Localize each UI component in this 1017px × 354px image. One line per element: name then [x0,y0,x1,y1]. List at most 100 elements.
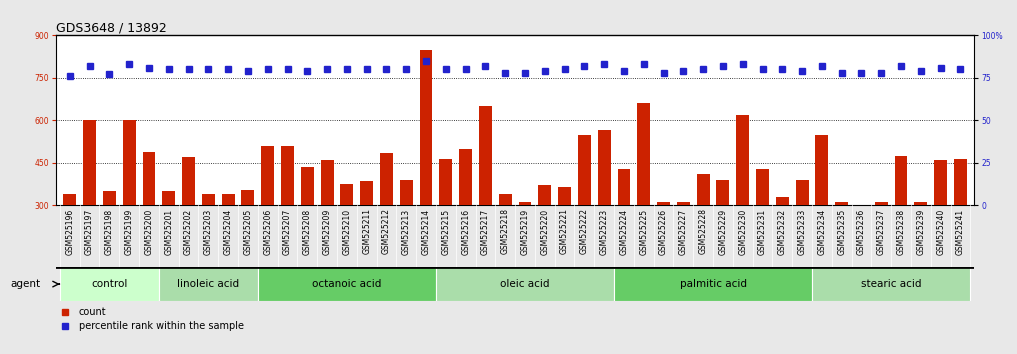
Text: GSM525240: GSM525240 [936,209,945,255]
Bar [558,187,571,205]
Bar [261,146,275,205]
Text: GSM525213: GSM525213 [402,209,411,255]
Text: stearic acid: stearic acid [861,279,921,289]
Text: count: count [79,307,107,316]
Text: GSM525234: GSM525234 [818,209,827,255]
Bar [776,197,789,205]
Text: GSM525207: GSM525207 [283,209,292,255]
Bar [301,167,313,205]
Text: GSM525219: GSM525219 [521,209,530,255]
Bar [498,194,512,205]
Bar [697,174,710,205]
Bar [736,115,750,205]
Bar [380,153,393,205]
Bar [614,267,812,301]
Text: GSM525212: GSM525212 [382,209,391,255]
Bar [63,194,76,205]
Text: GSM525216: GSM525216 [461,209,470,255]
Bar [103,191,116,205]
Bar [400,180,413,205]
Bar [222,194,235,205]
Text: GSM525214: GSM525214 [421,209,430,255]
Bar [519,202,532,205]
Text: GSM525211: GSM525211 [362,209,371,255]
Text: linoleic acid: linoleic acid [177,279,239,289]
Bar [598,130,610,205]
Text: GSM525229: GSM525229 [718,209,727,255]
Text: GSM525215: GSM525215 [441,209,451,255]
Bar [479,106,492,205]
Text: GSM525231: GSM525231 [758,209,767,255]
Text: GSM525235: GSM525235 [837,209,846,255]
Text: GDS3648 / 13892: GDS3648 / 13892 [56,21,167,34]
Bar [816,135,828,205]
Bar [360,181,373,205]
Bar [935,160,947,205]
Text: percentile rank within the sample: percentile rank within the sample [79,321,244,331]
Text: oleic acid: oleic acid [500,279,550,289]
Text: GSM525227: GSM525227 [678,209,687,255]
Text: GSM525233: GSM525233 [797,209,806,255]
Bar [895,156,907,205]
Bar [241,190,254,205]
Bar [717,180,729,205]
Text: GSM525200: GSM525200 [144,209,154,255]
Bar [460,149,472,205]
Bar [341,184,353,205]
Text: GSM525197: GSM525197 [85,209,95,255]
Bar [281,146,294,205]
Text: GSM525218: GSM525218 [500,209,510,255]
Text: agent: agent [10,279,41,289]
Text: GSM525222: GSM525222 [580,209,589,255]
Text: control: control [92,279,127,289]
Text: GSM525223: GSM525223 [600,209,609,255]
Text: GSM525220: GSM525220 [540,209,549,255]
Text: GSM525196: GSM525196 [65,209,74,255]
Bar [578,135,591,205]
Bar [875,202,888,205]
Bar [756,169,769,205]
Bar [436,267,614,301]
Text: GSM525221: GSM525221 [560,209,570,255]
Text: GSM525237: GSM525237 [877,209,886,255]
Bar [795,180,809,205]
Text: octanoic acid: octanoic acid [312,279,381,289]
Text: GSM525217: GSM525217 [481,209,490,255]
Text: GSM525208: GSM525208 [303,209,312,255]
Bar [954,159,967,205]
Bar [638,103,650,205]
Bar [657,202,670,205]
Bar [123,120,135,205]
Bar [914,202,928,205]
Text: GSM525209: GSM525209 [322,209,332,255]
Text: GSM525241: GSM525241 [956,209,965,255]
Bar [420,50,432,205]
Text: GSM525224: GSM525224 [619,209,629,255]
Text: GSM525205: GSM525205 [243,209,252,255]
Bar [83,120,96,205]
Text: GSM525236: GSM525236 [857,209,865,255]
Bar [202,194,215,205]
Text: GSM525206: GSM525206 [263,209,273,255]
Text: GSM525230: GSM525230 [738,209,747,255]
Text: GSM525204: GSM525204 [224,209,233,255]
Bar [835,202,848,205]
Text: GSM525225: GSM525225 [640,209,648,255]
Text: GSM525238: GSM525238 [897,209,905,255]
Bar [538,185,551,205]
Bar [159,267,258,301]
Bar [617,169,631,205]
Text: GSM525201: GSM525201 [165,209,173,255]
Bar [812,267,970,301]
Text: GSM525226: GSM525226 [659,209,668,255]
Text: GSM525210: GSM525210 [343,209,352,255]
Bar [182,157,195,205]
Text: GSM525228: GSM525228 [699,209,708,255]
Text: GSM525202: GSM525202 [184,209,193,255]
Text: GSM525203: GSM525203 [203,209,213,255]
Bar [142,152,156,205]
Text: palmitic acid: palmitic acid [679,279,746,289]
Bar [677,202,690,205]
Bar [60,267,159,301]
Bar [163,191,175,205]
